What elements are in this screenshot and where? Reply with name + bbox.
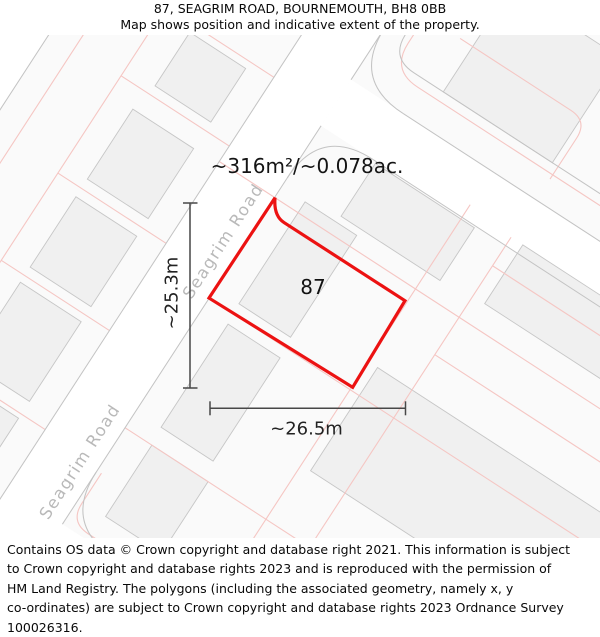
footer-line: HM Land Registry. The polygons (includin… [7,580,514,596]
horizontal-dimension [209,401,407,416]
height-dimension-label: ~25.3m [162,257,183,330]
parcel-line [76,472,472,538]
parcel-line [0,259,110,332]
area-label: ~316m²/~0.078ac. [211,154,404,178]
road-edge [372,159,600,390]
parcel-lines [0,35,600,538]
block-corner [399,35,600,311]
parcel-line [0,35,213,486]
page-header: 87, SEAGRIM ROAD, BOURNEMOUTH, BH8 0BB M… [0,1,600,32]
page-subtitle: Map shows position and indicative extent… [120,17,480,32]
property-map: Seagrim Road Seagrim Road ~316m²/~0.078a… [0,35,600,538]
road-edge [61,125,322,525]
building [29,196,138,308]
building [86,108,195,220]
cross-road-surface [321,79,600,390]
width-dimension-label: ~26.5m [270,419,343,440]
parcel-line [218,161,600,462]
footer-line: co-ordinates) are subject to Crown copyr… [7,600,564,616]
parcel-line [0,358,46,430]
plot-number-label: 87 [300,275,325,299]
buildings [0,35,600,538]
footer-line: 100026316. [7,619,83,635]
road-edge [0,35,92,432]
parcel-line [124,427,532,538]
road-edge [350,35,461,80]
seagrim-road-surface [0,35,460,538]
parcel-line [400,35,600,319]
building [154,35,247,123]
parcel-line [208,204,471,538]
road-edge [0,35,406,538]
parcel-line [165,35,275,78]
footer-line: Contains OS data © Crown copyright and d… [7,542,571,557]
vertical-dimension [183,202,198,389]
building [160,323,281,462]
building [0,281,82,403]
parcel-line [434,354,600,499]
parcel-line [208,297,600,538]
parcel-line [120,75,230,147]
parcel-line [459,37,582,180]
parcel-line [57,172,167,244]
road-edges [0,35,600,538]
roads [0,35,600,538]
page-title: 87, SEAGRIM ROAD, BOURNEMOUTH, BH8 0BB [153,1,447,16]
map-canvas: Seagrim Road Seagrim Road ~316m²/~0.078a… [0,35,600,538]
footer-line: to Crown copyright and database rights 2… [7,561,552,577]
building-on-plot-87 [238,201,358,338]
building [484,244,600,392]
road-corner [371,35,404,114]
road-corner [286,145,374,179]
rotated-street-grid: Seagrim Road Seagrim Road [0,35,600,538]
parcel-line [492,265,600,411]
copyright-footer: Contains OS data © Crown copyright and d… [7,540,598,637]
parcel-line [251,236,512,538]
road-corner [82,471,115,538]
road-edge [402,113,600,344]
building [309,366,600,538]
building [340,162,475,282]
plot-boundary-87 [206,196,408,390]
